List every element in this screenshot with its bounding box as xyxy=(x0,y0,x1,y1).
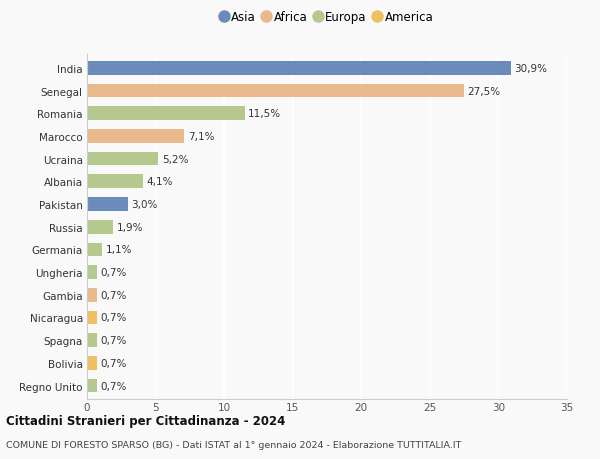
Bar xyxy=(87,62,511,75)
Text: 11,5%: 11,5% xyxy=(248,109,281,119)
Bar xyxy=(87,198,128,211)
Bar xyxy=(87,84,464,98)
Text: 1,1%: 1,1% xyxy=(106,245,132,255)
Bar xyxy=(87,379,97,392)
Text: 27,5%: 27,5% xyxy=(467,86,500,96)
Bar xyxy=(87,288,97,302)
Bar xyxy=(87,130,184,143)
Bar xyxy=(87,107,245,121)
Text: 0,7%: 0,7% xyxy=(100,381,127,391)
Text: 0,7%: 0,7% xyxy=(100,313,127,323)
Bar xyxy=(87,220,113,234)
Text: 0,7%: 0,7% xyxy=(100,268,127,278)
Bar xyxy=(87,334,97,347)
Bar xyxy=(87,311,97,325)
Text: 30,9%: 30,9% xyxy=(514,64,547,73)
Legend: Asia, Africa, Europa, America: Asia, Africa, Europa, America xyxy=(217,8,437,28)
Text: COMUNE DI FORESTO SPARSO (BG) - Dati ISTAT al 1° gennaio 2024 - Elaborazione TUT: COMUNE DI FORESTO SPARSO (BG) - Dati IST… xyxy=(6,441,461,449)
Bar xyxy=(87,266,97,279)
Bar xyxy=(87,152,158,166)
Text: 0,7%: 0,7% xyxy=(100,336,127,346)
Bar xyxy=(87,243,102,257)
Text: 7,1%: 7,1% xyxy=(188,132,214,142)
Text: 1,9%: 1,9% xyxy=(116,222,143,232)
Text: 0,7%: 0,7% xyxy=(100,290,127,300)
Text: 5,2%: 5,2% xyxy=(162,154,188,164)
Bar xyxy=(87,356,97,370)
Text: 3,0%: 3,0% xyxy=(131,200,158,210)
Text: 0,7%: 0,7% xyxy=(100,358,127,368)
Bar xyxy=(87,175,143,189)
Text: Cittadini Stranieri per Cittadinanza - 2024: Cittadini Stranieri per Cittadinanza - 2… xyxy=(6,414,286,428)
Text: 4,1%: 4,1% xyxy=(146,177,173,187)
